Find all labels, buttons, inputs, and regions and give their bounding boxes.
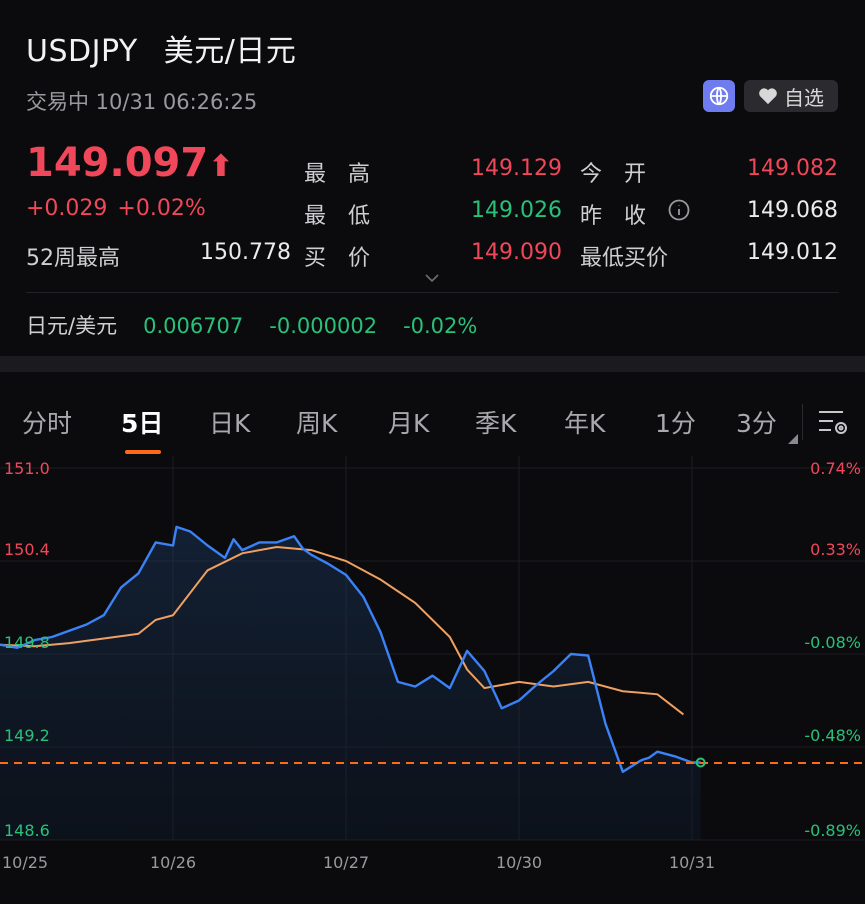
divider — [26, 292, 839, 293]
inverse-label: 日元/美元 — [26, 314, 118, 338]
price-line — [0, 525, 701, 773]
last-price-dot — [695, 757, 706, 768]
low-label: 最 低 — [304, 204, 371, 229]
low-value: 149.026 — [471, 198, 562, 223]
change-percent: +0.02% — [117, 196, 206, 221]
x-tick-label: 10/27 — [323, 853, 369, 872]
watch-label: 自选 — [784, 85, 824, 110]
chart-settings-icon[interactable] — [816, 406, 850, 438]
high-value: 149.129 — [471, 156, 562, 181]
tab-1min[interactable]: 1分 — [655, 409, 696, 438]
last-price: 149.097⬆ — [26, 140, 233, 186]
bid-label: 买 价 — [304, 246, 371, 271]
globe-icon — [709, 86, 729, 106]
low-bid-label: 最低买价 — [580, 246, 669, 271]
heart-icon — [759, 88, 777, 105]
symbol: USDJPY — [26, 34, 138, 69]
trading-status: 交易中 10/31 06:26:25 — [26, 90, 258, 114]
x-tick-label: 10/31 — [669, 853, 715, 872]
bid-value: 149.090 — [471, 240, 562, 265]
tabs-divider — [802, 404, 803, 440]
tab-5day[interactable]: 5日 — [121, 409, 164, 438]
period-tabs: 分时 5日 日K 周K 月K 季K 年K 1分 3分 — [0, 390, 865, 456]
y-tick-label: 149.2 — [4, 726, 50, 745]
pct-tick-label: -0.89% — [804, 821, 861, 840]
week52-high-value: 150.778 — [200, 240, 291, 265]
prev-close-label: 昨 收 — [580, 204, 647, 229]
tab-daily-k[interactable]: 日K — [209, 409, 251, 438]
pct-tick-label: 0.74% — [810, 459, 861, 478]
inverse-quote-row[interactable]: 日元/美元 0.006707 -0.000002 -0.02% — [26, 310, 503, 340]
y-tick-label: 150.4 — [4, 540, 50, 559]
tab-weekly-k[interactable]: 周K — [296, 409, 338, 438]
chevron-down-icon[interactable] — [424, 268, 440, 287]
x-tick-label: 10/30 — [496, 853, 542, 872]
add-watchlist-button[interactable]: 自选 — [744, 80, 838, 112]
pct-tick-label: -0.48% — [804, 726, 861, 745]
pct-tick-label: 0.33% — [810, 540, 861, 559]
pct-tick-label: -0.08% — [804, 633, 861, 652]
tab-intraday[interactable]: 分时 — [22, 409, 73, 438]
instrument-name: 美元/日元 — [163, 34, 297, 69]
last-price-value: 149.097 — [26, 140, 209, 186]
x-tick-label: 10/25 — [2, 853, 48, 872]
inverse-value: 0.006707 — [143, 314, 244, 338]
up-arrow-icon: ⬆ — [208, 149, 234, 184]
instrument-title: USDJPY 美元/日元 — [26, 26, 296, 70]
inverse-change-percent: -0.02% — [403, 314, 478, 338]
y-tick-label: 148.6 — [4, 821, 50, 840]
x-tick-label: 10/26 — [150, 853, 196, 872]
prev-close-value: 149.068 — [747, 198, 838, 223]
high-label: 最 高 — [304, 162, 371, 187]
active-tab-indicator — [125, 450, 161, 454]
dropdown-corner-icon — [788, 434, 798, 444]
low-bid-value: 149.012 — [747, 240, 838, 265]
average-line — [0, 545, 685, 716]
globe-button[interactable] — [703, 80, 735, 112]
tab-yearly-k[interactable]: 年K — [564, 409, 606, 438]
price-chart[interactable]: 151.0 150.4 149.8 149.2 148.6 0.74% 0.33% -0.08… — [0, 456, 865, 886]
y-tick-label: 151.0 — [4, 459, 50, 478]
week52-high-label: 52周最高 — [26, 246, 120, 271]
open-label: 今 开 — [580, 162, 647, 187]
inverse-change: -0.000002 — [269, 314, 378, 338]
tab-3min[interactable]: 3分 — [736, 409, 777, 438]
tab-monthly-k[interactable]: 月K — [388, 409, 430, 438]
price-change: +0.029 +0.02% — [26, 196, 216, 221]
open-value: 149.082 — [747, 156, 838, 181]
change-value: +0.029 — [26, 196, 108, 221]
tab-quarterly-k[interactable]: 季K — [475, 409, 517, 438]
price-area — [0, 526, 701, 840]
info-icon[interactable] — [667, 198, 691, 226]
section-separator — [0, 356, 865, 372]
y-tick-label: 149.8 — [4, 633, 50, 652]
